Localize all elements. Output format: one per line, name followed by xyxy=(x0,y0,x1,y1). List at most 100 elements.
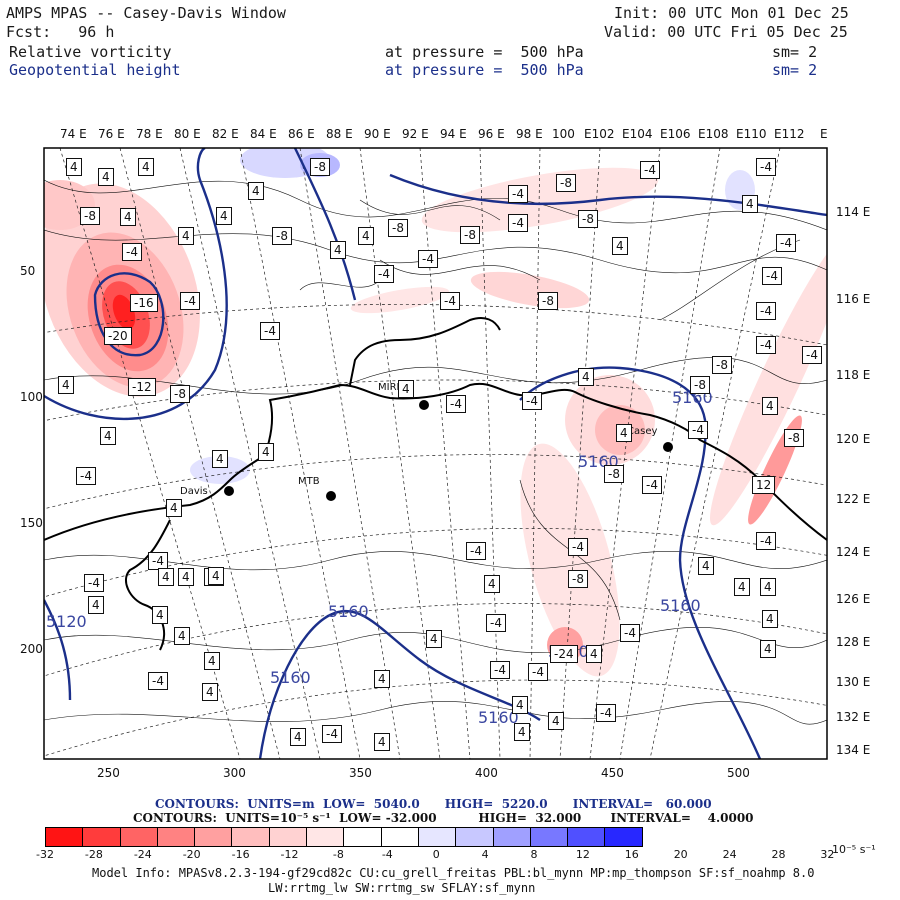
top-axis-label: E104 xyxy=(622,127,653,141)
vorticity-contour-label: 4 xyxy=(208,567,224,585)
vorticity-contour-label: 4 xyxy=(204,652,220,670)
colorbar-swatch xyxy=(307,828,345,846)
bottom-axis-label: 400 xyxy=(475,766,498,780)
vorticity-contour-label: -4 xyxy=(756,302,776,320)
vorticity-contour-label: -8 xyxy=(460,226,480,244)
vorticity-contour-label: 4 xyxy=(178,227,194,245)
model-info-line1: Model Info: MPASv8.2.3-194-gf29cd82c CU:… xyxy=(92,866,815,880)
vorticity-contour-label: 4 xyxy=(120,208,136,226)
field2-smoothing: sm= 2 xyxy=(772,61,818,79)
left-axis-label: 150 xyxy=(20,516,43,530)
right-axis-label: 122 E xyxy=(836,492,871,506)
vorticity-contour-label: 4 xyxy=(512,696,528,714)
vorticity-contour-label: -4 xyxy=(122,243,142,261)
colorbar-units: 10⁻⁵ s⁻¹ xyxy=(832,843,876,856)
vorticity-contour-label: -8 xyxy=(784,429,804,447)
colorbar-swatch xyxy=(568,828,606,846)
vorticity-contour-label: -4 xyxy=(466,542,486,560)
colorbar-swatch xyxy=(120,828,158,846)
top-axis-label: 94 E xyxy=(440,127,467,141)
station-label-mtb: MTB xyxy=(298,476,320,487)
vorticity-contour-label: 4 xyxy=(138,158,154,176)
vorticity-contour-label: -24 xyxy=(550,645,578,663)
colorbar-tick-label: 24 xyxy=(722,848,737,861)
colorbar-swatch xyxy=(418,828,457,846)
vorticity-contour-label: -8 xyxy=(712,356,732,374)
colorbar-swatch xyxy=(195,828,233,846)
vorticity-contour-label: 4 xyxy=(66,158,82,176)
vorticity-contour-label: -4 xyxy=(756,158,776,176)
vorticity-contour-label: 4 xyxy=(88,596,104,614)
colorbar-tick-label: 28 xyxy=(771,848,786,861)
top-axis-label: 90 E xyxy=(364,127,391,141)
right-axis-label: 134 E xyxy=(836,743,871,757)
vorticity-contour-label: 4 xyxy=(698,557,714,575)
vorticity-contour-label: 4 xyxy=(612,237,628,255)
vorticity-contour-label: 4 xyxy=(166,499,182,517)
station-marker-davis xyxy=(224,486,234,496)
vorticity-contour-label: 4 xyxy=(258,443,274,461)
vorticity-contour-label: -8 xyxy=(556,174,576,192)
station-marker-mirny xyxy=(419,400,429,410)
station-label-casey: Casey xyxy=(627,426,658,437)
top-axis-label: 78 E xyxy=(136,127,163,141)
vorticity-contour-label: -4 xyxy=(568,538,588,556)
top-axis-label: E xyxy=(820,127,828,141)
vorticity-contour-label: 4 xyxy=(58,376,74,394)
colorbar-swatch xyxy=(83,828,121,846)
vorticity-contour-label: -4 xyxy=(76,467,96,485)
vorticity-contour-label: -8 xyxy=(578,210,598,228)
bottom-axis-label: 500 xyxy=(727,766,750,780)
colorbar-tick-label: 0 xyxy=(432,848,440,861)
top-axis-label: E106 xyxy=(660,127,691,141)
station-label-davis: Davis xyxy=(180,486,208,497)
vorticity-contour-label: 4 xyxy=(762,397,778,415)
top-axis-label: 92 E xyxy=(402,127,429,141)
colorbar-swatch xyxy=(605,828,642,846)
colorbar xyxy=(45,827,643,847)
left-axis-label: 100 xyxy=(20,390,43,404)
colorbar-swatch xyxy=(232,828,270,846)
vorticity-contour-label: 4 xyxy=(330,241,346,259)
vorticity-contour-label: -8 xyxy=(80,207,100,225)
bottom-axis-label: 300 xyxy=(223,766,246,780)
vorticity-contour-label: 4 xyxy=(216,207,232,225)
vorticity-contour-label: -4 xyxy=(522,392,542,410)
vorticity-contour-label: 4 xyxy=(374,733,390,751)
vorticity-contour-label: -12 xyxy=(128,378,156,396)
top-axis-label: 84 E xyxy=(250,127,277,141)
height-contour-label: 5120 xyxy=(46,612,87,631)
colorbar-tick-label: -20 xyxy=(182,848,201,861)
top-axis-label: 86 E xyxy=(288,127,315,141)
vorticity-contour-label: -4 xyxy=(756,336,776,354)
vorticity-contour-label: 4 xyxy=(248,182,264,200)
height-contour-label: 5160 xyxy=(660,596,701,615)
vorticity-contour-label: -8 xyxy=(272,227,292,245)
vorticity-contour-label: 4 xyxy=(426,630,442,648)
vorticity-contour-label: -4 xyxy=(508,214,528,232)
colorbar-tick-label: -32 xyxy=(36,848,54,861)
top-axis-label: 80 E xyxy=(174,127,201,141)
colorbar-tick-label: -12 xyxy=(280,848,299,861)
vorticity-contour-label: -4 xyxy=(688,421,708,439)
vorticity-contour-label: 4 xyxy=(760,578,776,596)
colorbar-tick-label: -24 xyxy=(133,848,152,861)
vorticity-shading xyxy=(44,148,827,677)
vorticity-contour-label: -20 xyxy=(104,327,132,345)
vorticity-contour-label: 4 xyxy=(398,380,414,398)
vorticity-contour-label: -4 xyxy=(508,185,528,203)
vorticity-contour-label: -4 xyxy=(446,395,466,413)
vorticity-contour-label: -8 xyxy=(690,376,710,394)
top-axis-label: 96 E xyxy=(478,127,505,141)
bottom-axis-label: 450 xyxy=(601,766,624,780)
colorbar-tick-label: 4 xyxy=(481,848,489,861)
vorticity-contour-label: 4 xyxy=(514,723,530,741)
vorticity-contour-label: -8 xyxy=(538,292,558,310)
vorticity-contour-label: -4 xyxy=(84,574,104,592)
vorticity-contour-label: 4 xyxy=(586,645,602,663)
field2-name: Geopotential height xyxy=(9,61,181,79)
vorticity-contour-label: 4 xyxy=(734,578,750,596)
vorticity-contour-label: -8 xyxy=(604,465,624,483)
vorticity-contour-label: -4 xyxy=(148,552,168,570)
right-axis-label: 126 E xyxy=(836,592,871,606)
